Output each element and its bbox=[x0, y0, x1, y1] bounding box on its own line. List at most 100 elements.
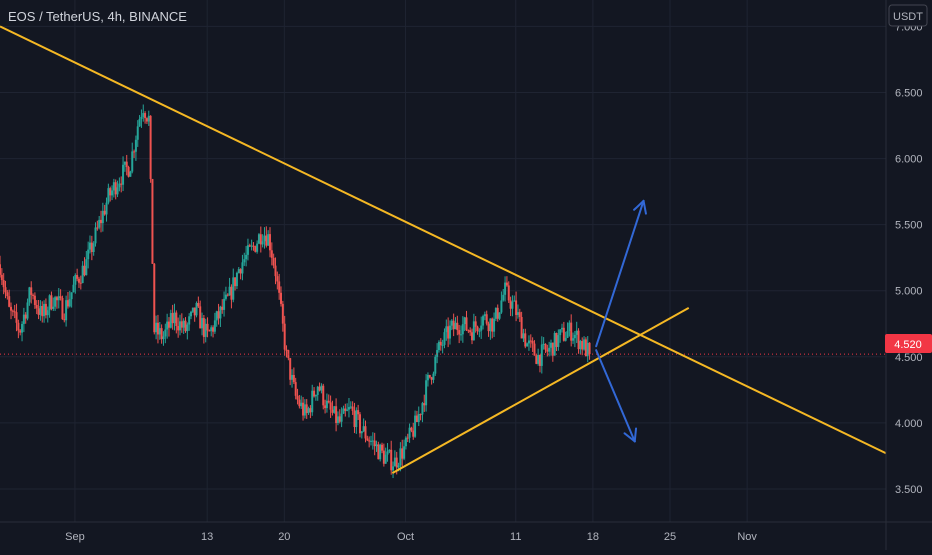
candle bbox=[507, 281, 510, 303]
candle bbox=[307, 406, 310, 415]
scenario-arrow[interactable] bbox=[595, 349, 638, 443]
candle bbox=[410, 426, 413, 433]
candle bbox=[357, 404, 360, 421]
candle bbox=[105, 197, 108, 222]
candle bbox=[151, 178, 154, 264]
candle bbox=[39, 300, 42, 321]
candle bbox=[50, 291, 53, 311]
candle bbox=[298, 394, 301, 409]
y-tick-label: 3.500 bbox=[895, 484, 923, 496]
candle bbox=[234, 277, 237, 291]
candle bbox=[215, 310, 218, 327]
x-tick-label: Nov bbox=[737, 531, 757, 543]
candle bbox=[493, 312, 496, 337]
candle bbox=[549, 339, 552, 356]
candle bbox=[500, 291, 503, 314]
candle bbox=[96, 220, 99, 231]
candle bbox=[551, 342, 554, 362]
candle bbox=[79, 275, 82, 290]
y-tick-label: 6.000 bbox=[895, 154, 923, 166]
candle bbox=[134, 135, 137, 161]
candle bbox=[28, 286, 31, 306]
candle bbox=[368, 436, 371, 448]
candle bbox=[197, 296, 200, 309]
candle bbox=[116, 180, 119, 198]
candle bbox=[434, 354, 437, 376]
candle bbox=[428, 374, 431, 379]
candle bbox=[65, 295, 68, 327]
current-price-label: 4.520 bbox=[894, 339, 922, 351]
candle bbox=[382, 443, 385, 467]
candle bbox=[283, 315, 286, 356]
candle bbox=[0, 255, 1, 278]
candle bbox=[166, 313, 169, 339]
candle bbox=[195, 301, 198, 318]
currency-badge[interactable]: USDT bbox=[893, 11, 923, 23]
currency-badge-box[interactable] bbox=[888, 4, 928, 27]
candle bbox=[190, 310, 193, 320]
candle bbox=[511, 295, 514, 317]
candle bbox=[204, 318, 207, 343]
candle bbox=[188, 313, 191, 331]
candle bbox=[443, 328, 446, 349]
candle bbox=[340, 407, 343, 428]
candle bbox=[437, 340, 440, 353]
candle bbox=[278, 273, 281, 300]
candle bbox=[57, 288, 60, 309]
candle bbox=[504, 276, 507, 302]
candle bbox=[52, 297, 55, 311]
candle bbox=[331, 400, 334, 416]
candle bbox=[588, 342, 591, 360]
candle bbox=[371, 432, 374, 450]
candle bbox=[30, 281, 33, 304]
candle bbox=[232, 268, 235, 303]
candle bbox=[191, 307, 194, 314]
candle bbox=[136, 120, 139, 147]
candle bbox=[48, 294, 51, 318]
candle bbox=[61, 295, 64, 320]
candle bbox=[381, 442, 384, 454]
candle bbox=[467, 329, 470, 334]
candle bbox=[274, 257, 277, 285]
candle bbox=[518, 308, 521, 322]
candle bbox=[535, 354, 538, 365]
candle bbox=[393, 450, 396, 467]
candle bbox=[2, 273, 5, 295]
candle bbox=[138, 115, 141, 127]
candle bbox=[538, 354, 541, 373]
candle bbox=[257, 233, 260, 245]
candle bbox=[309, 405, 312, 419]
candle bbox=[33, 292, 36, 309]
candle bbox=[529, 334, 532, 348]
candle bbox=[296, 388, 299, 405]
candle bbox=[555, 332, 558, 352]
candle bbox=[392, 461, 395, 479]
y-tick-label: 5.500 bbox=[895, 220, 923, 232]
trendline[interactable] bbox=[391, 307, 690, 474]
candle bbox=[228, 277, 231, 296]
trendline-layer bbox=[0, 25, 887, 474]
candle bbox=[472, 313, 475, 341]
candle bbox=[272, 253, 275, 269]
candle bbox=[213, 312, 216, 334]
candle bbox=[226, 293, 229, 297]
candle bbox=[572, 332, 575, 344]
candle bbox=[63, 313, 66, 323]
candle bbox=[11, 309, 14, 317]
trendline[interactable] bbox=[0, 25, 887, 455]
candle bbox=[325, 393, 328, 413]
candle bbox=[302, 397, 305, 421]
candle bbox=[505, 276, 508, 287]
candle bbox=[263, 227, 266, 249]
candle bbox=[327, 394, 330, 404]
candle bbox=[386, 443, 389, 462]
candle bbox=[123, 161, 126, 172]
candle bbox=[223, 291, 226, 317]
candle bbox=[81, 261, 84, 284]
candle bbox=[153, 262, 156, 335]
scenario-arrow[interactable] bbox=[595, 199, 647, 348]
candle bbox=[412, 422, 415, 440]
